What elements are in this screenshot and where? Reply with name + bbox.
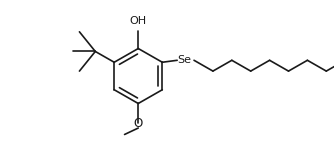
Text: O: O — [134, 117, 143, 130]
Text: Se: Se — [177, 55, 191, 65]
Text: OH: OH — [130, 16, 147, 26]
